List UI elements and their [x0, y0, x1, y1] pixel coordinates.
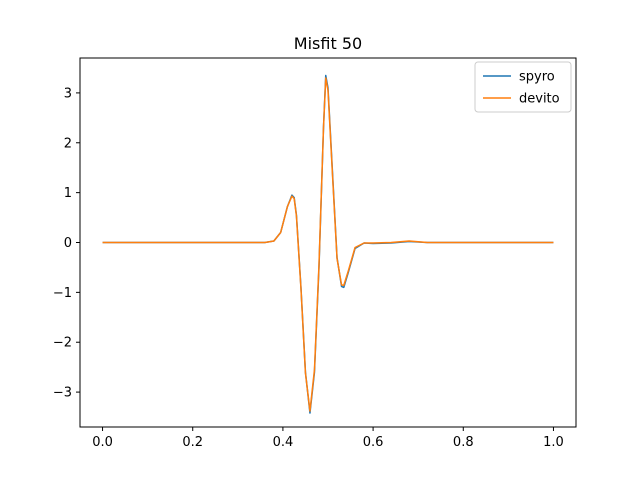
axes-frame [79, 57, 577, 428]
axis-ticks: 0.0 0.2 0.4 0.6 0.8 1.0 −3 −2 −1 0 1 2 3 [53, 86, 564, 450]
x-tick-label: 0.6 [363, 435, 384, 450]
legend-label-devito: devito [519, 92, 560, 107]
y-tick-label: 2 [64, 136, 72, 151]
y-tick-label: −2 [53, 336, 72, 351]
chart-title: Misfit 50 [294, 34, 362, 53]
y-tick-label: 1 [64, 186, 72, 201]
legend-box [474, 61, 572, 113]
x-tick-label: 0.8 [453, 435, 474, 450]
legend-label-spyro: spyro [519, 70, 555, 85]
y-tick-label: 3 [64, 86, 72, 101]
y-tick-label: −3 [53, 386, 72, 401]
plot-area [102, 74, 554, 414]
x-tick-label: 1.0 [543, 435, 564, 450]
legend: spyro devito [474, 61, 572, 113]
series-line-devito [102, 77, 554, 412]
x-tick-label: 0.0 [92, 435, 113, 450]
y-tick-label: 0 [64, 236, 72, 251]
x-tick-label: 0.4 [273, 435, 294, 450]
y-tick-label: −1 [53, 286, 72, 301]
x-tick-label: 0.2 [182, 435, 203, 450]
